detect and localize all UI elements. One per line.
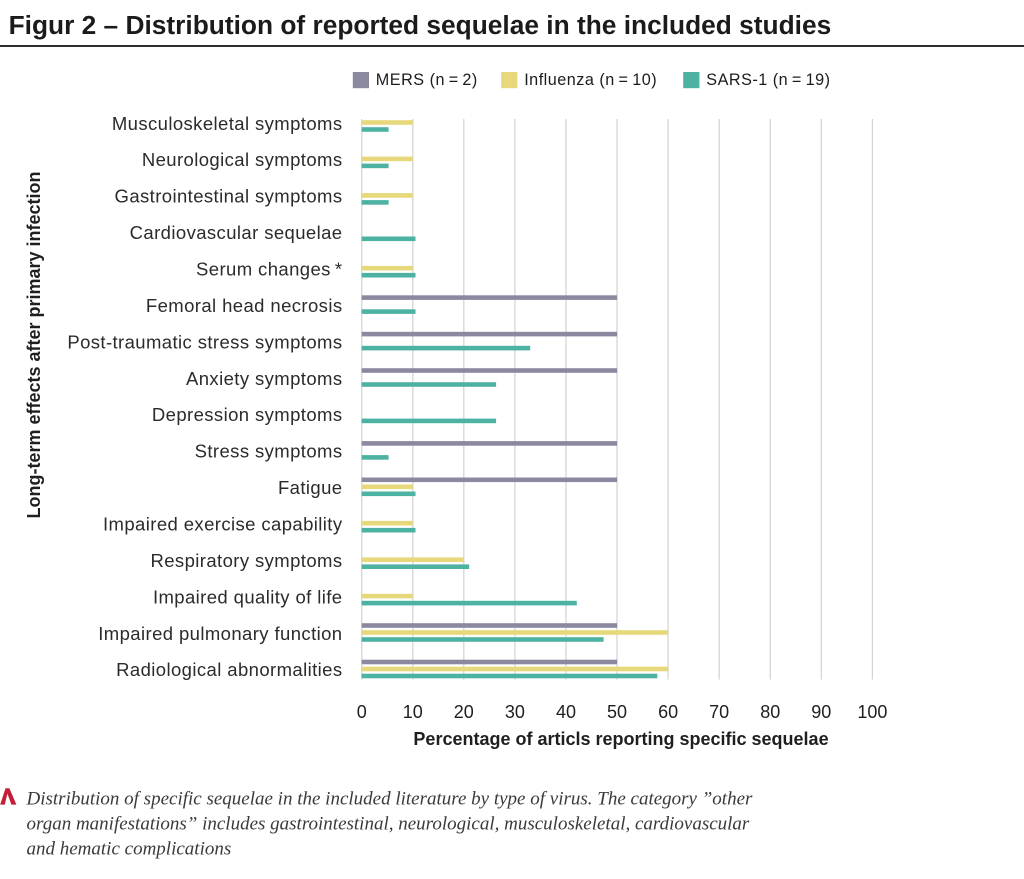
svg-text:Respiratory symptoms: Respiratory symptoms — [150, 550, 342, 571]
svg-text:Impaired quality of life: Impaired quality of life — [153, 586, 343, 607]
svg-text:Cardiovascular sequelae: Cardiovascular sequelae — [130, 222, 343, 243]
svg-text:Neurological symptoms: Neurological symptoms — [142, 149, 343, 170]
svg-text:Femoral head necrosis: Femoral head necrosis — [146, 295, 343, 316]
svg-text:Gastrointestinal symptoms: Gastrointestinal symptoms — [115, 186, 343, 207]
svg-text:and hematic complications: and hematic complications — [27, 838, 232, 859]
svg-text:Percentage of articls reportin: Percentage of articls reporting specific… — [413, 729, 828, 749]
svg-text:Influenza (n = 10): Influenza (n = 10) — [524, 71, 657, 89]
svg-text:Anxiety symptoms: Anxiety symptoms — [186, 368, 343, 389]
svg-text:Impaired pulmonary function: Impaired pulmonary function — [98, 623, 342, 644]
svg-text:60: 60 — [658, 702, 678, 722]
svg-text:Post-traumatic stress symptoms: Post-traumatic stress symptoms — [67, 331, 342, 352]
svg-text:Serum changes *: Serum changes * — [196, 259, 342, 280]
svg-text:Figur 2 – Distribution of repo: Figur 2 – Distribution of reported seque… — [9, 10, 832, 40]
svg-text:100: 100 — [857, 702, 887, 722]
svg-text:Depression symptoms: Depression symptoms — [152, 404, 343, 425]
svg-text:SARS-1 (n = 19): SARS-1 (n = 19) — [706, 71, 830, 89]
svg-text:30: 30 — [505, 702, 525, 722]
svg-text:70: 70 — [709, 702, 729, 722]
svg-text:80: 80 — [760, 702, 780, 722]
svg-text:Fatigue: Fatigue — [278, 477, 343, 498]
svg-text:20: 20 — [454, 702, 474, 722]
svg-text:Long-term effects after primar: Long-term effects after primary infectio… — [24, 171, 44, 518]
svg-text:Impaired exercise capability: Impaired exercise capability — [103, 514, 343, 535]
svg-text:0: 0 — [357, 702, 367, 722]
svg-text:Stress symptoms: Stress symptoms — [195, 441, 343, 462]
svg-text:40: 40 — [556, 702, 576, 722]
svg-text:MERS (n = 2): MERS (n = 2) — [376, 71, 478, 89]
svg-text:Distribution of specific seque: Distribution of specific sequelae in the… — [26, 789, 754, 810]
svg-text:Radiological abnormalities: Radiological abnormalities — [116, 659, 342, 680]
svg-text:Musculoskeletal symptoms: Musculoskeletal symptoms — [112, 113, 343, 134]
svg-text:organ manifestations” includes: organ manifestations” includes gastroint… — [27, 813, 750, 834]
svg-text:10: 10 — [403, 702, 423, 722]
svg-text:90: 90 — [811, 702, 831, 722]
svg-text:50: 50 — [607, 702, 627, 722]
